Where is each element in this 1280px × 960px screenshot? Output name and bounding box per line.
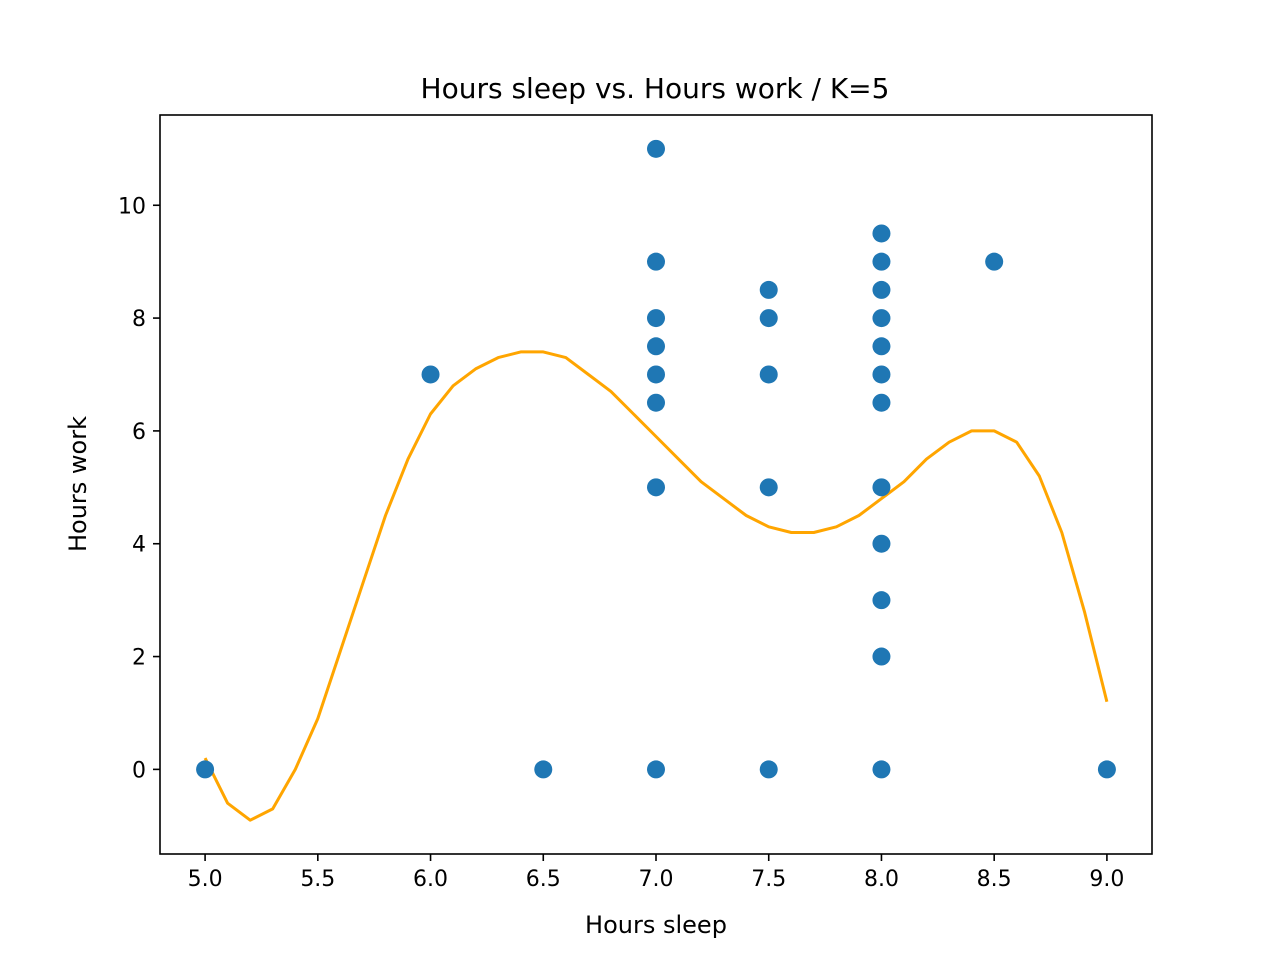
chart-title: Hours sleep vs. Hours work / K=5 [421,72,890,105]
data-point [647,139,665,158]
data-point [647,393,665,412]
x-tick-label: 7.0 [639,867,674,892]
data-point [647,309,665,328]
data-point [872,760,891,779]
data-point [872,591,891,610]
data-point [647,337,665,356]
x-axis-label: Hours sleep [585,911,727,939]
x-tick-label: 5.5 [300,867,335,892]
x-tick-label: 8.0 [864,867,899,892]
x-tick-label: 7.5 [751,867,786,892]
data-point [759,309,778,328]
data-point [872,393,891,412]
data-point [647,365,665,384]
data-point [1097,760,1116,779]
x-tick-label: 5.0 [188,867,223,892]
data-point [872,647,891,666]
x-axis-ticks: 5.0 5.5 6.0 6.5 7.0 7.5 8.0 8.5 9.0 [188,854,1124,892]
y-tick-label: 10 [118,194,146,219]
y-tick-label: 8 [132,307,146,332]
data-point [872,534,891,553]
x-tick-label: 8.5 [977,867,1012,892]
data-point [872,309,891,328]
y-tick-label: 4 [132,533,146,558]
x-tick-label: 6.5 [526,867,561,892]
data-point [534,760,553,779]
y-axis-label: Hours work [64,416,92,552]
y-tick-label: 6 [132,420,146,445]
data-point [196,760,215,779]
data-point [647,252,665,271]
data-point [985,252,1004,271]
data-point [759,760,778,779]
data-point [647,478,665,497]
data-point [872,365,891,384]
y-tick-label: 2 [132,646,146,671]
data-point [872,337,891,356]
data-point [872,252,891,271]
y-tick-label: 0 [132,758,146,783]
data-point [872,224,891,243]
y-axis-ticks: 0 2 4 6 8 10 [118,194,160,783]
x-tick-label: 6.0 [413,867,448,892]
data-point [759,478,778,497]
data-point [647,760,665,779]
data-point [759,280,778,299]
data-point [872,478,891,497]
fit-curve-line [203,350,1109,822]
data-point [872,280,891,299]
x-tick-label: 9.0 [1089,867,1124,892]
plot-area [196,139,1116,822]
data-point [759,365,778,384]
data-point [421,365,440,384]
